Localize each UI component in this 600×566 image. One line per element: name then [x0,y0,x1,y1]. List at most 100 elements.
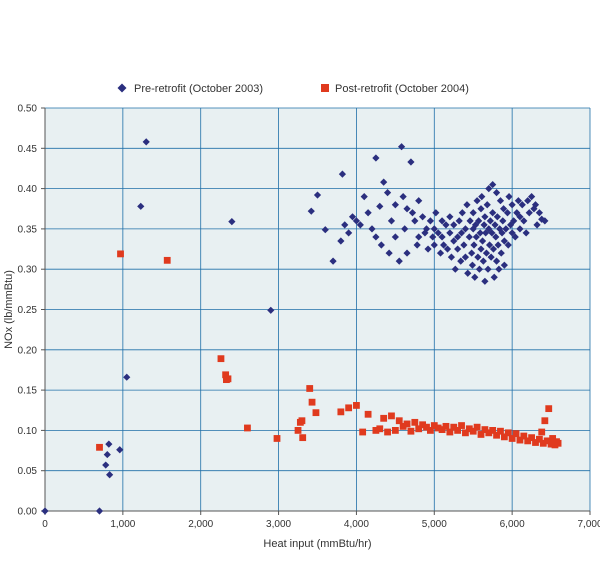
post-retrofit-point [423,423,430,431]
y-tick-label: 0.45 [18,144,38,155]
pre-retrofit-point [482,229,490,237]
pre-retrofit-point [391,201,399,209]
y-tick-label: 0.00 [18,507,38,518]
pre-retrofit-point [338,170,347,178]
y-tick-labels: 0.00 0.05 0.10 0.15 0.20 0.25 0.30 0.35 0.40 0.45… [18,104,38,518]
pre-retrofit-point [465,233,473,241]
pre-retrofit-point [524,197,532,205]
pre-retrofit-point [486,217,494,225]
pre-retrofit-point [438,233,446,241]
pre-retrofit-point [430,241,438,249]
y-axis-title: NOx (lb/mmBtu) [3,270,15,349]
post-retrofit-point [273,435,281,442]
pre-retrofit-point [478,237,487,245]
pre-retrofit-point [503,209,512,217]
pre-retrofit-point [485,185,493,193]
y-tick-label: 0.10 [18,426,38,437]
pre-retrofit-point [463,201,471,209]
pre-retrofit-point [493,213,501,221]
pre-retrofit-point [438,217,446,225]
pre-retrofit-point [484,265,492,273]
post-retrofit-point [549,435,557,442]
pre-retrofit-point [474,253,482,261]
pre-retrofit-point [401,225,409,233]
post-retrofit-point [434,424,442,432]
post-retrofit-point [353,402,360,409]
post-retrofit-point [384,428,391,436]
pre-retrofit-point [377,241,385,249]
post-retrofit-point [407,427,415,435]
post-retrofit-point [481,426,489,433]
post-retrofit-point [543,437,551,445]
x-tick-label: 7,000 [577,519,600,530]
post-retrofit-point [337,408,345,416]
pre-retrofit-point [489,245,498,253]
pre-retrofit-point [352,217,361,225]
pre-retrofit-point [500,237,508,245]
pre-retrofit-point [411,217,419,225]
post-retrofit-point [547,440,555,448]
data-points [41,138,562,515]
pre-retrofit-point [387,217,396,225]
pre-retrofit-point [495,265,503,273]
pre-retrofit-point [497,249,505,257]
post-retrofit-point [493,431,500,439]
pre-retrofit-point [460,241,468,249]
y-tick-label: 0.30 [18,265,38,276]
pre-retrofit-point [341,221,349,229]
pre-retrofit-point [491,221,499,229]
pre-retrofit-point [483,201,491,209]
post-retrofit-point [117,250,124,258]
pre-retrofit-point [535,209,543,217]
pre-retrofit-point [482,249,491,257]
pre-retrofit-point [443,245,452,253]
legend-marker-square [321,84,329,92]
pre-retrofit-point [498,229,506,237]
post-retrofit-point [450,423,458,431]
post-retrofit-point [308,398,316,406]
y-tick-label: 0.25 [18,305,38,316]
pre-retrofit-point [41,507,49,515]
post-retrofit-point [520,432,528,440]
post-retrofit-point [359,428,367,436]
y-tick-label: 0.50 [18,104,38,115]
pre-retrofit-point [485,241,494,249]
pre-retrofit-point [348,213,357,221]
pre-retrofit-point [492,189,501,197]
post-retrofit-point [426,427,434,434]
pre-retrofit-point [522,229,530,237]
gridlines [45,107,591,511]
pre-retrofit-point [455,217,463,225]
post-retrofit-point [96,443,103,451]
pre-retrofit-point [461,225,470,233]
pre-retrofit-point [487,253,495,261]
pre-retrofit-point [372,154,380,162]
post-retrofit-point [528,434,536,442]
post-retrofit-point [458,422,465,429]
post-retrofit-point [391,427,399,434]
post-retrofit-point [399,422,407,430]
pre-retrofit-point [477,245,485,253]
pre-retrofit-point [454,245,462,253]
pre-retrofit-point [511,233,519,241]
pre-retrofit-point [446,213,454,221]
pre-retrofit-point [422,225,431,233]
post-retrofit-point [541,417,549,425]
pre-retrofit-point [461,253,470,261]
post-retrofit-point [446,428,454,436]
pre-retrofit-point [364,209,372,217]
pre-retrofit-point [321,226,329,234]
pre-retrofit-point [494,241,502,249]
legend-item-pre-retrofit: Pre-retrofit (October 2003) [117,83,263,95]
pre-retrofit-point [481,213,489,221]
post-retrofit-point [454,427,462,434]
pre-retrofit-point [103,450,111,459]
pre-retrofit-point [471,221,480,229]
post-retrofit-point [504,429,512,437]
post-retrofit-point [163,256,171,264]
post-retrofit-point [508,435,516,442]
post-retrofit-point [388,412,395,420]
pre-retrofit-point [458,209,466,217]
pre-retrofit-point [528,193,536,201]
